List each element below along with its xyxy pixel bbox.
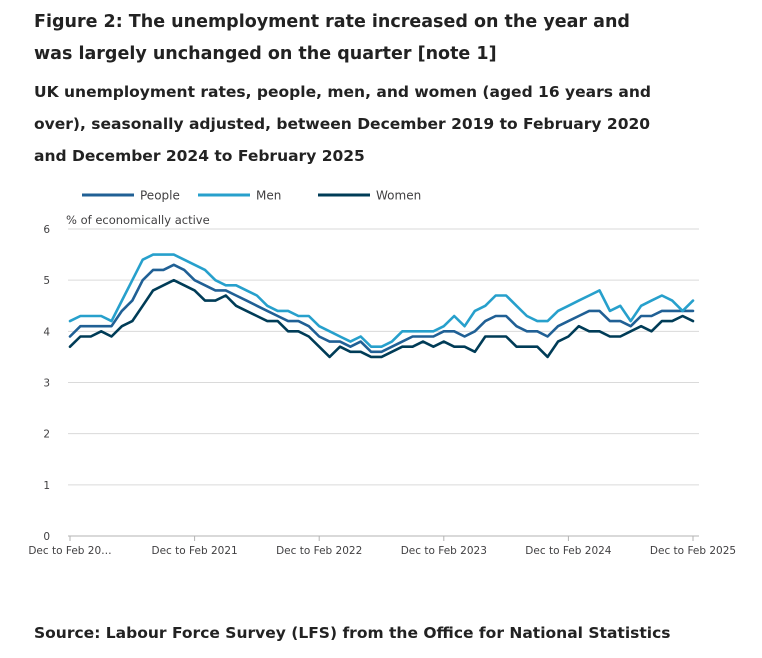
source-note: Source: Labour Force Survey (LFS) from t… [34, 624, 671, 642]
x-tick-label: Dec to Feb 2025 [650, 545, 736, 557]
y-tick-label: 2 [43, 429, 50, 441]
gridlines [68, 228, 699, 537]
legend-label-people: People [140, 189, 180, 203]
y-axis-label: % of economically active [66, 213, 210, 227]
x-tick-label: Dec to Feb 2023 [401, 545, 487, 557]
line-chart: People Men Women % of economically active … [28, 189, 736, 558]
series-line-people [68, 263, 695, 354]
series-group [68, 253, 695, 359]
y-tick-label: 4 [43, 326, 50, 338]
series-line-women [68, 278, 695, 359]
x-tick-label: Dec to Feb 2024 [525, 545, 612, 557]
y-axis-ticks: 0 1 2 3 4 5 6 [43, 224, 50, 543]
y-tick-label: 1 [43, 480, 50, 492]
series-line-men [68, 253, 695, 349]
y-tick-label: 6 [43, 224, 50, 236]
legend: People Men Women [82, 189, 421, 203]
x-axis: Dec to Feb 20… Dec to Feb 2021 Dec to Feb … [28, 536, 736, 557]
x-tick-label: Dec to Feb 2021 [152, 545, 238, 557]
chart-subtitle: UK unemployment rates, people, men, and … [34, 83, 651, 165]
y-tick-label: 5 [43, 275, 50, 287]
legend-label-men: Men [256, 189, 281, 203]
chart-title: Figure 2: The unemployment rate increase… [34, 12, 630, 64]
x-tick-label: Dec to Feb 20… [28, 545, 111, 557]
legend-label-women: Women [376, 189, 421, 203]
y-tick-label: 3 [43, 378, 50, 390]
y-tick-label: 0 [43, 531, 50, 543]
x-tick-label: Dec to Feb 2022 [276, 545, 362, 557]
